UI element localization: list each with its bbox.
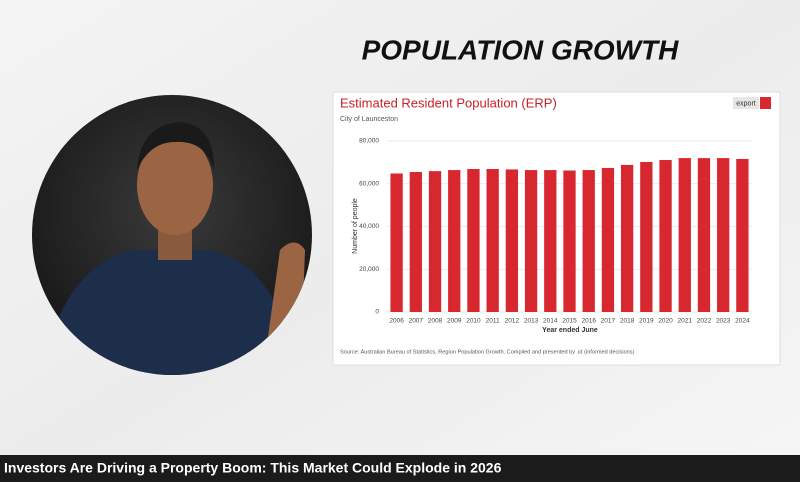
x-tick-label: 2020 [658, 318, 673, 325]
x-tick-label: 2017 [601, 318, 616, 325]
y-axis-label: Number of people [352, 198, 359, 254]
y-tick-label: 20,000 [359, 266, 379, 273]
bar [505, 169, 519, 312]
export-button[interactable] [733, 97, 759, 109]
bar [544, 170, 557, 312]
x-tick-label: 2012 [505, 318, 520, 325]
x-tick-label: 2009 [447, 318, 462, 325]
bar [467, 169, 480, 312]
bar [697, 158, 711, 312]
chart-subtitle: City of Launceston [340, 116, 398, 123]
bar [582, 170, 595, 312]
bar [409, 171, 422, 312]
x-tick-label: 2016 [581, 318, 596, 325]
y-tick-label: 40,000 [359, 223, 379, 230]
x-tick-label: 2008 [428, 318, 443, 325]
y-tick-label: 80,000 [359, 138, 379, 145]
x-tick-label: 2022 [697, 318, 712, 325]
bar [428, 171, 442, 312]
chart-title: Estimated Resident Population (ERP) [340, 95, 557, 110]
export-icon[interactable] [760, 97, 771, 109]
bar [524, 170, 538, 312]
y-tick-label: 0 [375, 309, 379, 316]
x-tick-label: 2011 [486, 318, 500, 325]
bar [486, 169, 499, 312]
x-tick-label: 2024 [735, 318, 750, 325]
bar [620, 164, 634, 312]
bar [390, 173, 403, 312]
bar [736, 158, 749, 312]
x-tick-label: 2021 [678, 318, 693, 325]
x-axis-label: Year ended June [542, 327, 598, 334]
title-bar [0, 455, 800, 482]
y-tick-label: 60,000 [359, 180, 379, 187]
export-label[interactable]: export [736, 100, 756, 107]
bar [601, 167, 615, 312]
bar [448, 170, 461, 312]
x-tick-label: 2019 [639, 318, 654, 325]
bar [640, 161, 653, 312]
x-tick-label: 2015 [562, 318, 577, 325]
bar [717, 158, 730, 312]
bar [659, 160, 672, 312]
bar [563, 170, 576, 312]
source-note: Source: Australian Bureau of Statistics,… [340, 349, 635, 355]
x-tick-label: 2018 [620, 318, 635, 325]
x-tick-label: 2006 [389, 318, 404, 325]
video-title: Investors Are Driving a Property Boom: T… [4, 460, 502, 476]
x-tick-label: 2007 [409, 318, 424, 325]
x-tick-label: 2014 [543, 318, 558, 325]
heading: POPULATION GROWTH [362, 34, 680, 65]
x-tick-label: 2023 [716, 318, 731, 325]
x-tick-label: 2010 [466, 318, 481, 325]
x-tick-label: 2013 [524, 318, 539, 325]
bar [678, 158, 691, 312]
